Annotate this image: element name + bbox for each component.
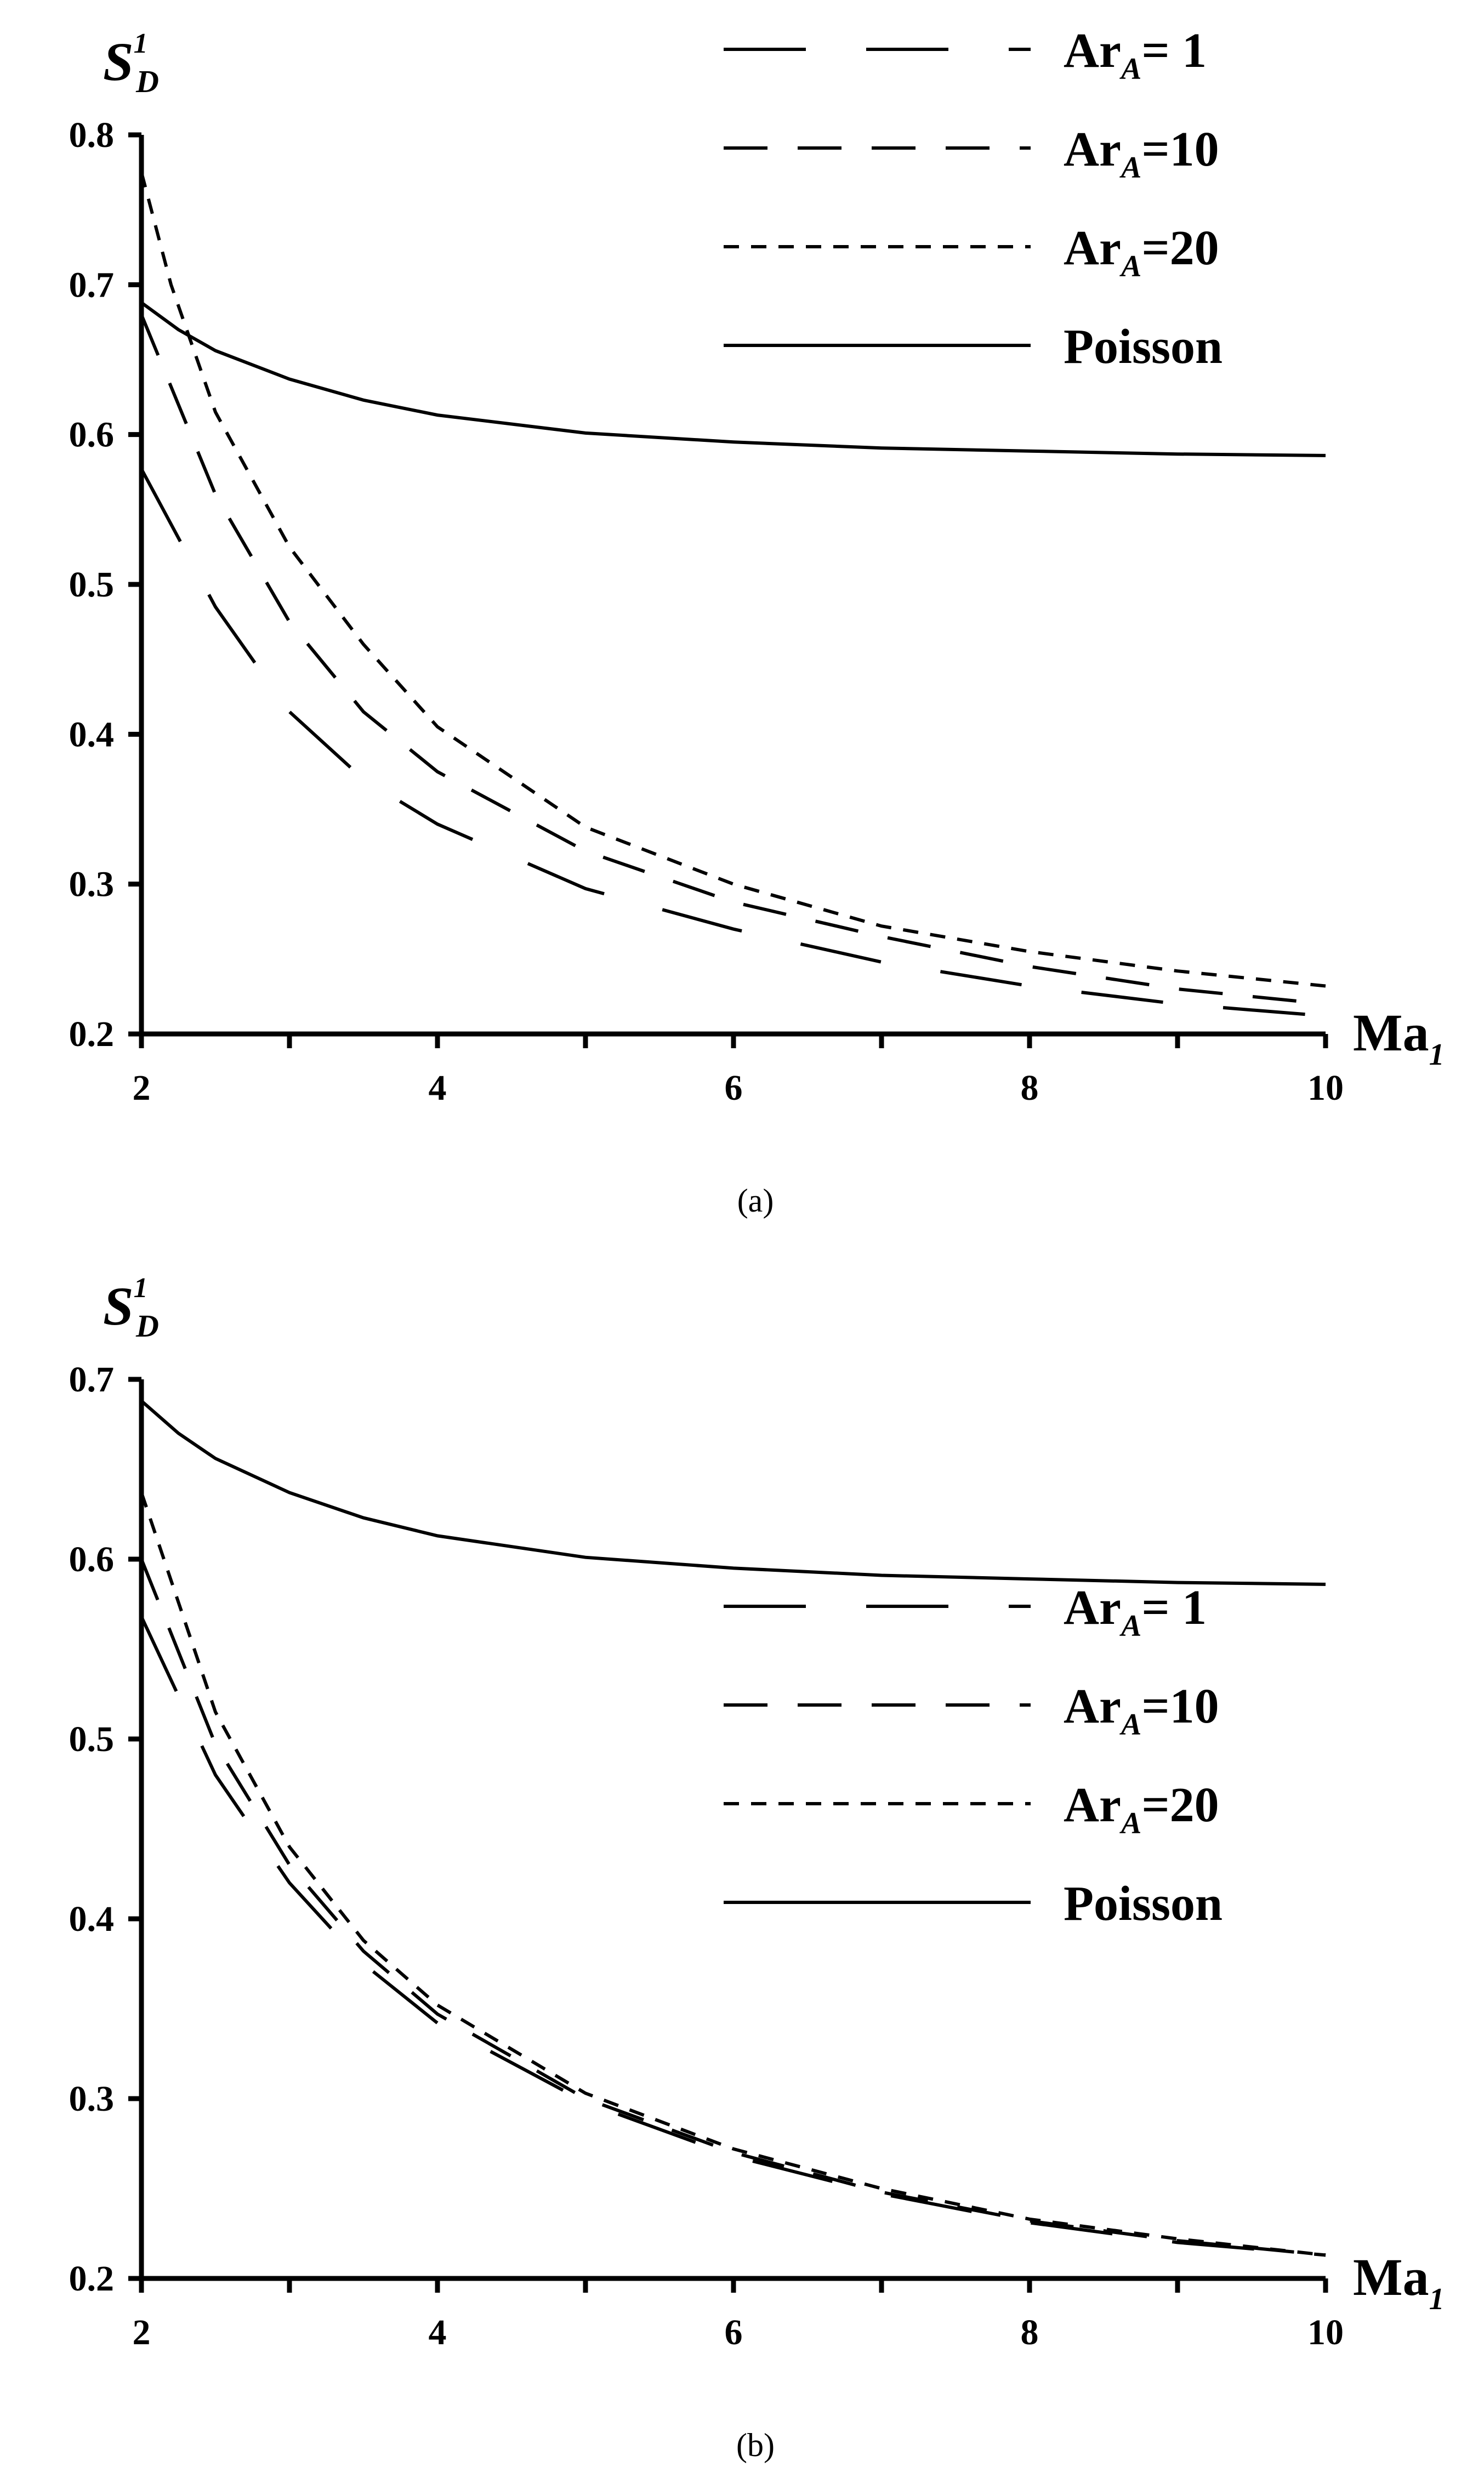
x-tick-label: 10 xyxy=(1307,2312,1344,2352)
y-tick-label: 0.3 xyxy=(69,865,115,905)
legend-label-sub: A xyxy=(1119,151,1141,185)
legend-label-rest: =10 xyxy=(1141,1679,1219,1734)
y-tick-label: 0.5 xyxy=(69,1719,115,1759)
legend-label: ArA=10 xyxy=(1064,1679,1219,1742)
y-axis-label: S1 D xyxy=(103,1272,159,1344)
series-line-dash xyxy=(140,314,1326,1006)
series-line-solid xyxy=(140,301,1326,457)
legend-label-rest: =20 xyxy=(1141,221,1219,275)
legend-label-rest: = 1 xyxy=(1141,24,1207,78)
y-axis-label-main: S xyxy=(103,1276,134,1337)
y-axis-label-sub: D xyxy=(135,64,159,99)
legend-label-main: Poisson xyxy=(1064,1877,1223,1931)
y-axis-label-sub: D xyxy=(135,1308,159,1344)
y-tick-label: 0.8 xyxy=(69,115,115,155)
x-tick-label: 6 xyxy=(725,1068,743,1108)
legend-label-main: Ar xyxy=(1064,1581,1121,1635)
legend-label: ArA= 1 xyxy=(1064,24,1207,86)
y-tick-label: 0.6 xyxy=(69,415,115,455)
legend-label: ArA= 1 xyxy=(1064,1581,1207,1643)
series-line-shortdash xyxy=(140,172,1326,988)
x-axis-label: Ma1 xyxy=(1353,1003,1445,1072)
y-tick-label: 0.7 xyxy=(69,265,115,305)
x-tick-label: 4 xyxy=(429,2312,447,2352)
legend-label-sub: A xyxy=(1119,1708,1141,1742)
x-tick-label: 10 xyxy=(1307,1068,1344,1108)
x-axis-label-main: Ma xyxy=(1353,1003,1429,1062)
y-tick-label: 0.3 xyxy=(69,2079,115,2119)
panel-caption: (b) xyxy=(736,2427,775,2463)
y-tick-label: 0.4 xyxy=(69,1899,115,1939)
x-tick-label: 2 xyxy=(133,1068,151,1108)
y-axis-label-sup: 1 xyxy=(134,28,148,59)
x-axis-label-main: Ma xyxy=(1353,2248,1429,2306)
legend-label: ArA=20 xyxy=(1064,1778,1219,1840)
series-line-longdash xyxy=(140,1616,1326,2257)
x-tick-label: 2 xyxy=(133,2312,151,2352)
y-tick-label: 0.6 xyxy=(69,1539,115,1579)
x-tick-label: 4 xyxy=(429,1068,447,1108)
legend-label-rest: = 1 xyxy=(1141,1581,1207,1635)
x-axis-label-sub: 1 xyxy=(1429,1038,1445,1072)
legend-label-sub: A xyxy=(1119,1806,1141,1840)
series-line-longdash xyxy=(140,468,1326,1018)
x-tick-label: 8 xyxy=(1021,1068,1039,1108)
y-tick-label: 0.5 xyxy=(69,565,115,605)
legend-label-sub: A xyxy=(1119,52,1141,86)
y-tick-label: 0.4 xyxy=(69,714,115,754)
legend-label-main: Ar xyxy=(1064,221,1121,275)
legend-label-main: Poisson xyxy=(1064,320,1223,374)
series-line-solid xyxy=(140,1400,1326,1586)
legend-label: Poisson xyxy=(1064,1877,1223,1931)
legend-label-sub: A xyxy=(1119,1609,1141,1643)
legend-label: Poisson xyxy=(1064,320,1223,374)
x-tick-label: 8 xyxy=(1021,2312,1039,2352)
x-axis-label: Ma1 xyxy=(1353,2248,1445,2316)
legend-label: ArA=10 xyxy=(1064,122,1219,185)
y-axis-label: S1 D xyxy=(103,28,159,99)
legend-label-rest: =10 xyxy=(1141,122,1219,177)
legend-label-main: Ar xyxy=(1064,1679,1121,1734)
y-tick-label: 0.2 xyxy=(69,1014,115,1054)
legend-label-main: Ar xyxy=(1064,1778,1121,1832)
panel-caption: (a) xyxy=(737,1183,774,1219)
legend-label: ArA=20 xyxy=(1064,221,1219,283)
series-line-shortdash xyxy=(140,1492,1326,2257)
y-tick-label: 0.7 xyxy=(69,1360,115,1400)
legend-label-main: Ar xyxy=(1064,24,1121,78)
y-axis-label-sup: 1 xyxy=(134,1272,148,1304)
x-tick-label: 6 xyxy=(725,2312,743,2352)
y-axis-label-main: S xyxy=(103,31,134,92)
legend-label-rest: =20 xyxy=(1141,1778,1219,1832)
legend-label-main: Ar xyxy=(1064,122,1121,177)
legend-label-sub: A xyxy=(1119,249,1141,283)
x-axis-label-sub: 1 xyxy=(1429,2282,1445,2316)
y-tick-label: 0.2 xyxy=(69,2259,115,2299)
